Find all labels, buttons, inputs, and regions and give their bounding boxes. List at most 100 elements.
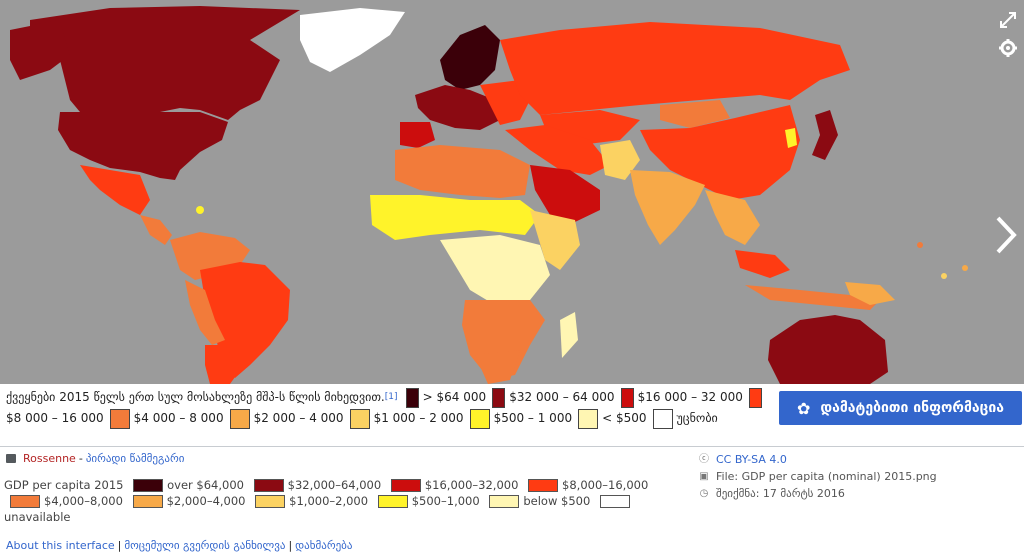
legend-label-unknown: უცნობი — [676, 411, 718, 425]
map-malaysia — [735, 250, 790, 278]
map-east-africa — [530, 210, 580, 270]
footer-links: About this interface | მოცემული გვერდის გა… — [6, 539, 352, 552]
legend-swatch-8-16k — [748, 387, 762, 408]
file-description: GDP per capita 2015 over $64,000 $32,000… — [4, 477, 684, 525]
reference-link[interactable]: [1] — [384, 392, 398, 402]
created-date: შეიქმნა: 17 მარტს 2016 — [716, 487, 845, 500]
gear-icon[interactable] — [998, 38, 1018, 58]
legend-label-32-64k: $32 000 – 64 000 — [509, 390, 615, 404]
map-china — [640, 105, 800, 200]
discuss-page-link[interactable]: მოცემული გვერდის განხილვა — [124, 539, 286, 552]
map-png — [845, 282, 895, 305]
legend-label-1-2k: $1 000 – 2 000 — [373, 411, 464, 425]
legend-swatch-over64k — [405, 387, 419, 408]
map-image[interactable] — [0, 0, 1024, 384]
map-russia — [500, 22, 850, 115]
cc-icon: ⓒ — [699, 453, 709, 465]
map-argentina-chile — [205, 345, 240, 384]
desc-swatch-32-64k — [253, 479, 284, 492]
map-north-africa — [395, 145, 530, 198]
help-link[interactable]: დახმარება — [295, 539, 353, 552]
map-islands-caribbean — [196, 206, 204, 214]
desc-swatch-below500 — [489, 495, 520, 508]
map-arabia — [530, 165, 600, 222]
legend-swatch-32-64k — [492, 387, 506, 408]
map-eastern-europe — [480, 80, 530, 125]
footer-sep-2: | — [288, 539, 293, 552]
license-link[interactable]: CC BY-SA 4.0 — [716, 453, 787, 466]
map-central-africa — [440, 235, 550, 305]
legend-swatch-2-4k — [229, 408, 250, 429]
desc-label-2-4k: $2,000–4,000 — [166, 494, 246, 508]
caption-line-1: ქვეყნები 2015 წელს ერთ სულ მოსახლეზე მშპ… — [6, 387, 766, 408]
more-info-label: დამატებითი ინფორმაცია — [820, 400, 1004, 416]
desc-swatch-unavailable — [599, 495, 630, 508]
legend-label-16-32k: $16 000 – 32 000 — [637, 390, 743, 404]
map-usa — [58, 112, 228, 180]
desc-label-4-8k: $4,000–8,000 — [44, 494, 123, 508]
expand-icon[interactable] — [998, 10, 1018, 30]
legend-swatch-500-1k — [469, 408, 490, 429]
file-row: ▣ File: GDP per capita (nominal) 2015.pn… — [698, 469, 937, 484]
legend-label-over64k: > $64 000 — [422, 390, 487, 404]
world-gdp-map — [10, 6, 968, 384]
image-caption: ქვეყნები 2015 წელს ერთ სულ მოსახლეზე მშპ… — [6, 387, 766, 429]
more-info-button[interactable]: ✿ დამატებითი ინფორმაცია — [779, 391, 1022, 425]
author-link[interactable]: Rossenne — [23, 452, 76, 465]
map-south-africa — [475, 350, 520, 384]
map-mongolia — [660, 100, 730, 128]
footer-sep-1: | — [117, 539, 122, 552]
map-scandinavia — [440, 25, 500, 90]
desc-swatch-2-4k — [132, 495, 163, 508]
map-islands-pacific-1 — [917, 242, 923, 248]
created-row: ◷ შეიქმნა: 17 მარტს 2016 — [698, 486, 937, 501]
legend-label-below500: < $500 — [602, 411, 647, 425]
caption-line-2: $8 000 – 16 000 $4 000 – 8 000 $2 000 – … — [6, 408, 766, 429]
author-line: Rossenne - პირადი წამმეგარი — [6, 452, 187, 465]
chevron-right-icon[interactable] — [992, 214, 1020, 256]
desc-label-1-2k: $1,000–2,000 — [289, 494, 369, 508]
file-name: File: GDP per capita (nominal) 2015.png — [716, 470, 937, 483]
legend-label-2-4k: $2 000 – 4 000 — [253, 411, 344, 425]
image-file-icon: ▣ — [699, 470, 709, 482]
map-iberia — [400, 122, 435, 148]
about-interface-link[interactable]: About this interface — [6, 539, 115, 552]
caption-text: ქვეყნები 2015 წელს ერთ სულ მოსახლეზე მშპ… — [6, 390, 385, 404]
map-central-america — [140, 215, 172, 245]
legend-label-500-1k: $500 – 1 000 — [493, 411, 573, 425]
map-canada — [30, 6, 300, 120]
desc-label-unavailable: unavailable — [4, 510, 71, 524]
map-madagascar — [560, 312, 578, 358]
desc-label-8-16k: $8,000–16,000 — [562, 478, 649, 492]
author-separator: - — [78, 452, 83, 465]
desc-label-16-32k: $16,000–32,000 — [424, 478, 519, 492]
desc-swatch-500-1k — [377, 495, 408, 508]
map-alaska — [10, 20, 70, 80]
desc-swatch-1-2k — [255, 495, 286, 508]
desc-label-32-64k: $32,000–64,000 — [287, 478, 382, 492]
clock-icon: ◷ — [699, 487, 709, 499]
map-turkey-iran — [505, 125, 610, 175]
map-greenland — [300, 8, 405, 72]
map-korea — [785, 128, 797, 148]
map-australia — [768, 315, 888, 384]
private-message-link[interactable]: პირადი წამმეგარი — [85, 452, 185, 465]
map-southeast-asia — [705, 190, 760, 245]
map-western-europe — [415, 85, 500, 130]
desc-swatch-8-16k — [528, 479, 559, 492]
metadata-panel: Rossenne - პირადი წამმეგარი GDP per capi… — [0, 446, 1024, 538]
map-japan — [812, 110, 838, 160]
legend-swatch-4-8k — [109, 408, 130, 429]
legend-label-4-8k: $4 000 – 8 000 — [133, 411, 224, 425]
map-sahel — [370, 195, 540, 240]
map-indonesia — [745, 285, 880, 310]
description-title: GDP per capita 2015 — [4, 478, 124, 492]
desc-label-500-1k: $500–1,000 — [411, 494, 480, 508]
legend-swatch-unknown — [652, 408, 673, 429]
desc-label-below500: below $500 — [523, 494, 591, 508]
legend-swatch-1-2k — [349, 408, 370, 429]
user-icon — [6, 454, 16, 463]
legend-swatch-16-32k — [620, 387, 634, 408]
desc-label-over64k: over $64,000 — [167, 478, 244, 492]
